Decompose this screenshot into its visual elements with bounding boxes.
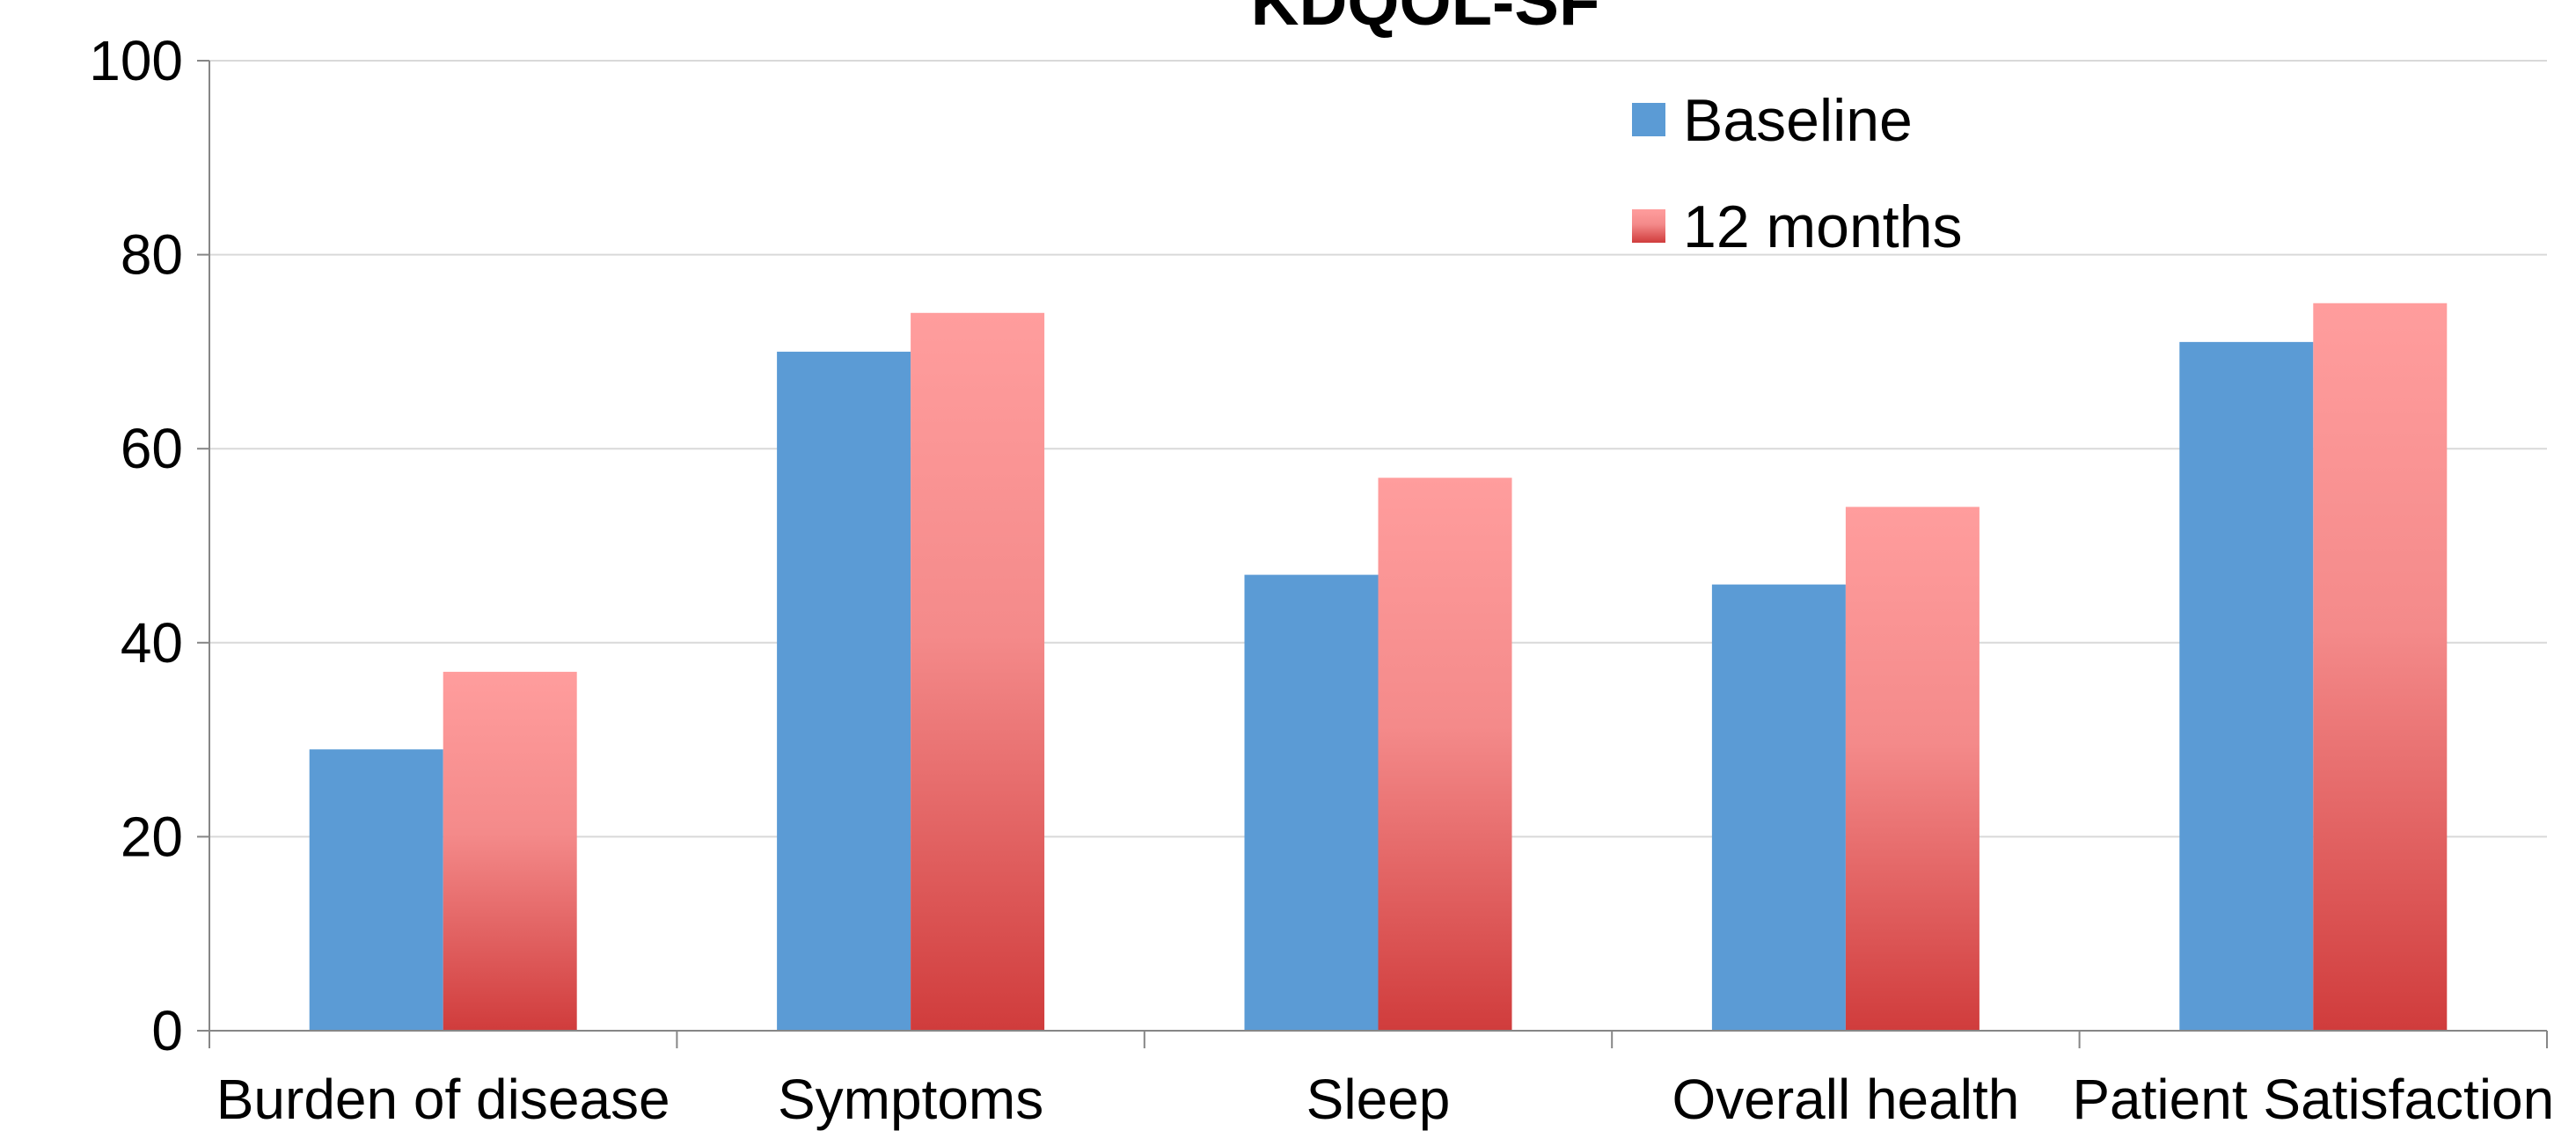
bar-baseline xyxy=(1244,574,1379,1031)
bar-baseline xyxy=(309,749,443,1031)
bar-12-months xyxy=(911,312,1045,1031)
legend-label: Baseline xyxy=(1683,87,1913,154)
y-tick-label: 100 xyxy=(89,29,183,92)
bar-12-months xyxy=(1845,507,1980,1031)
y-tick-label: 60 xyxy=(121,417,183,480)
y-tick-label: 0 xyxy=(151,999,183,1062)
bar-12-months xyxy=(443,671,577,1031)
bar-baseline xyxy=(1711,584,1846,1031)
bar-12-months xyxy=(2313,303,2448,1031)
bar-baseline xyxy=(777,351,911,1031)
bars xyxy=(309,303,2448,1031)
gridlines xyxy=(209,60,2547,838)
x-tick-label: Burden of disease xyxy=(216,1068,670,1131)
x-tick-label: Sleep xyxy=(1306,1068,1451,1131)
y-tick-label: 20 xyxy=(121,805,183,868)
y-tick-label: 40 xyxy=(121,611,183,675)
tick-labels: 0 20 40 60 80 100 Burden of disease Symptoms Sle… xyxy=(89,29,2554,1131)
legend-swatch-12-months xyxy=(1632,209,1665,243)
x-tick-label: Symptoms xyxy=(778,1068,1043,1131)
legend-label: 12 months xyxy=(1683,193,1963,260)
y-tick-label: 80 xyxy=(121,223,183,287)
x-tick-label: Overall health xyxy=(1672,1068,2019,1131)
axes xyxy=(197,60,2548,1048)
chart-title: KDQOL-SF xyxy=(1251,0,1600,40)
x-tick-label: Patient Satisfaction xyxy=(2072,1068,2554,1131)
bar-baseline xyxy=(2179,341,2314,1031)
legend: Baseline 12 months xyxy=(1632,87,1963,260)
legend-swatch-baseline xyxy=(1632,103,1665,136)
bar-12-months xyxy=(1378,478,1512,1031)
